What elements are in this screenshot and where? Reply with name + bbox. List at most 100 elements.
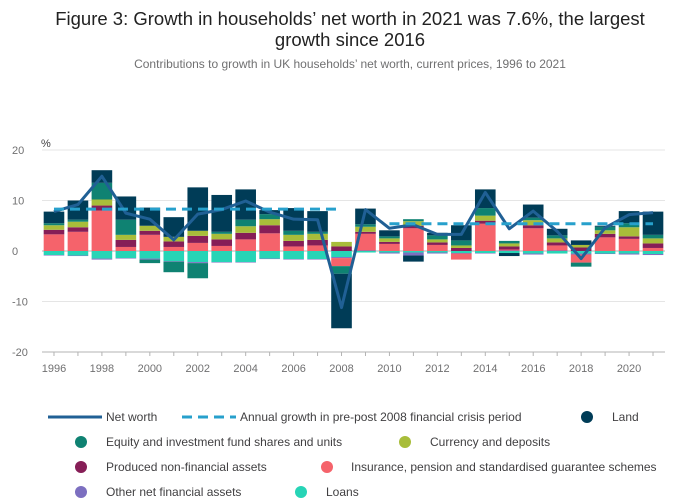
bar-segment-currency-and-deposits — [498, 243, 520, 247]
x-tick-label: 2008 — [329, 363, 353, 375]
bar-segment-loans — [115, 251, 137, 259]
bar-segment-other-net-financial-assets — [187, 262, 209, 264]
bar-segment-currency-and-deposits — [451, 245, 472, 248]
legend-item-annual-growth-in-pre-post-2008-financial-crisis-period: Annual growth in pre-post 2008 financial… — [0, 409, 700, 425]
bar-segment-insurance-pension-and-standardised-guarantee-schemes — [259, 233, 280, 251]
bar-segment-produced-non-financial-assets — [67, 227, 89, 232]
bar-segment-loans — [522, 251, 544, 254]
bar-segment-insurance-pension-and-standardised-guarantee-schemes — [115, 246, 137, 251]
bar-segment-currency-and-deposits — [474, 215, 496, 221]
bar-segment-other-net-financial-assets — [115, 258, 137, 259]
bar-segment-insurance-pension-and-standardised-guarantee-schemes — [474, 223, 496, 251]
bar-segment-loans — [642, 251, 664, 255]
y-tick-label: -10 — [12, 297, 28, 309]
bar-segment-produced-non-financial-assets — [355, 231, 376, 234]
bar-segment-produced-non-financial-assets — [498, 246, 520, 250]
bar-segment-insurance-pension-and-standardised-guarantee-schemes — [139, 234, 161, 251]
bar-segment-loans — [594, 251, 616, 254]
legend-label-insurance-pension-and-standardised-guarantee-schemes: Insurance, pension and standardised guar… — [351, 460, 657, 474]
bar-segment-currency-and-deposits — [379, 238, 400, 242]
bar-segment-equity-and-investment-fund-shares-and-units — [235, 219, 256, 227]
bar-segment-equity-and-investment-fund-shares-and-units — [355, 224, 376, 227]
legend-swatch-currency-and-deposits — [399, 436, 411, 448]
legend-label-land: Land — [612, 410, 639, 424]
bar-segment-insurance-pension-and-standardised-guarantee-schemes — [331, 258, 352, 267]
bar-segment-equity-and-investment-fund-shares-and-units — [570, 262, 592, 267]
legend-label-loans: Loans — [326, 485, 359, 499]
x-tick-label: 2006 — [281, 363, 305, 375]
bar-segment-land — [139, 207, 161, 226]
x-tick-label: 2018 — [569, 363, 593, 375]
bar-segment-equity-and-investment-fund-shares-and-units — [642, 234, 664, 239]
bar-segment-equity-and-investment-fund-shares-and-units — [379, 236, 400, 239]
x-tick-label: 2014 — [473, 363, 497, 375]
bar-segment-loans — [91, 251, 113, 259]
bar-segment-other-net-financial-assets — [355, 250, 376, 251]
bar-segment-produced-non-financial-assets — [307, 239, 328, 246]
bar-segment-produced-non-financial-assets — [474, 220, 496, 224]
bar-segment-equity-and-investment-fund-shares-and-units — [546, 235, 568, 239]
bar-segment-other-net-financial-assets — [91, 258, 113, 260]
bar-segment-equity-and-investment-fund-shares-and-units — [451, 240, 472, 246]
legend-item-equity-and-investment-fund-shares-and-units: Equity and investment fund shares and un… — [0, 434, 700, 450]
bar-segment-produced-non-financial-assets — [618, 236, 640, 239]
bar-segment-produced-non-financial-assets — [522, 225, 544, 229]
y-tick-label: 20 — [12, 145, 24, 157]
bar-segment-other-net-financial-assets — [403, 252, 424, 256]
x-tick-label: 2002 — [186, 363, 210, 375]
bar-segment-currency-and-deposits — [618, 227, 640, 237]
bar-segment-currency-and-deposits — [211, 233, 233, 240]
bar-segment-produced-non-financial-assets — [642, 243, 664, 248]
bar-segment-loans — [235, 251, 256, 263]
bar-segment-other-net-financial-assets — [283, 259, 304, 260]
bar-segment-other-net-financial-assets — [451, 253, 472, 254]
legend-item-net-worth: Net worth — [0, 409, 700, 425]
bar-segment-loans — [331, 251, 352, 258]
y-tick-label: 10 — [12, 196, 24, 208]
bar-segment-loans — [139, 251, 161, 259]
bar-segment-equity-and-investment-fund-shares-and-units — [163, 261, 185, 273]
x-tick-label: 1996 — [42, 363, 66, 375]
bar-segment-other-net-financial-assets — [67, 255, 89, 257]
bar-segment-loans — [618, 251, 640, 254]
bar-segment-equity-and-investment-fund-shares-and-units — [403, 219, 424, 222]
bar-segment-insurance-pension-and-standardised-guarantee-schemes — [403, 228, 424, 251]
y-tick-label: 0 — [12, 246, 18, 258]
bar-segment-land — [570, 240, 592, 245]
bar-segment-land — [163, 217, 185, 237]
bar-segment-produced-non-financial-assets — [187, 235, 209, 243]
bar-segment-currency-and-deposits — [546, 238, 568, 243]
bar-segment-produced-non-financial-assets — [43, 229, 65, 235]
x-tick-label: 2004 — [233, 363, 257, 375]
legend-item-other-net-financial-assets: Other net financial assets — [0, 484, 700, 500]
bar-segment-insurance-pension-and-standardised-guarantee-schemes — [163, 246, 185, 251]
legend-swatch-loans — [295, 486, 307, 498]
legend-swatch-other-net-financial-assets — [75, 486, 87, 498]
bar-segment-other-net-financial-assets — [259, 258, 280, 260]
chart-title-line-2: growth since 2016 — [274, 29, 426, 50]
bar-segment-other-net-financial-assets — [235, 262, 256, 263]
bar-segment-produced-non-financial-assets — [259, 225, 280, 234]
legend-label-equity-and-investment-fund-shares-and-units: Equity and investment fund shares and un… — [106, 435, 343, 449]
bar-segment-loans — [474, 251, 496, 254]
bar-segment-insurance-pension-and-standardised-guarantee-schemes — [91, 210, 113, 251]
bar-segment-equity-and-investment-fund-shares-and-units — [498, 240, 520, 244]
net-worth-line — [53, 174, 654, 310]
bar-segment-loans — [259, 251, 280, 259]
bar-segment-currency-and-deposits — [259, 219, 280, 226]
legend-label-produced-non-financial-assets: Produced non-financial assets — [106, 460, 267, 474]
bar-segment-insurance-pension-and-standardised-guarantee-schemes — [546, 245, 568, 251]
legend-swatch-insurance-pension-and-standardised-guarantee-schemes — [321, 461, 333, 473]
bar-segment-equity-and-investment-fund-shares-and-units — [43, 223, 65, 226]
bar-segment-equity-and-investment-fund-shares-and-units — [474, 208, 496, 216]
bar-segment-insurance-pension-and-standardised-guarantee-schemes — [307, 245, 328, 251]
bar-segment-other-net-financial-assets — [498, 250, 520, 251]
bar-segment-produced-non-financial-assets — [403, 225, 424, 229]
bar-segment-loans — [355, 251, 376, 253]
bar-segment-loans — [379, 251, 400, 253]
bar-segment-currency-and-deposits — [570, 244, 592, 248]
bar-segment-currency-and-deposits — [307, 233, 328, 240]
bar-segment-land — [211, 194, 233, 232]
chart-subtitle: Contributions to growth in UK households… — [134, 57, 566, 71]
